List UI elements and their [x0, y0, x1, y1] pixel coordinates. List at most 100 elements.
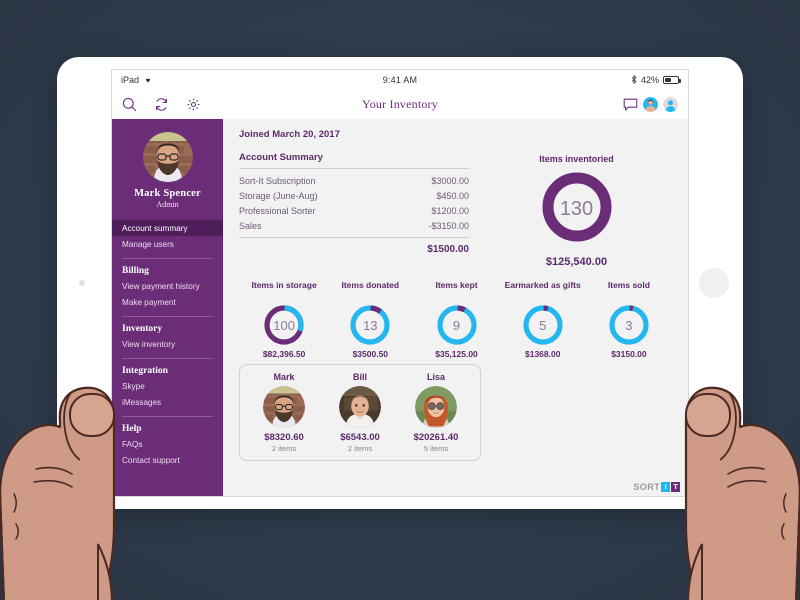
stat-items-in-storage[interactable]: Items in storage 100 $82,396.50: [241, 280, 327, 359]
user-items-count: 2 items: [347, 444, 373, 453]
sidebar-item-imessages[interactable]: iMessages: [122, 397, 162, 407]
user-avatar: [263, 386, 305, 428]
search-icon[interactable]: [122, 97, 137, 112]
summary-row-label: Professional Sorter: [239, 205, 316, 216]
summary-row: Sort-It Subscription $3000.00: [239, 173, 469, 188]
summary-row-label: Sales: [239, 221, 262, 232]
stat-value: 9: [452, 317, 461, 333]
sidebar-item-faqs[interactable]: FAQs: [122, 439, 143, 449]
sidebar-item-account-summary[interactable]: Account summary: [112, 220, 223, 236]
stat-amount: $1368.00: [524, 349, 561, 359]
user-card[interactable]: Lisa $20261.40 5 items: [398, 372, 474, 453]
logo-letter-t: T: [671, 482, 680, 492]
tablet-screen: iPad 9:41 AM 42%: [111, 69, 689, 497]
stat-amount: $82,396.50: [262, 349, 306, 359]
stat-label: Items kept: [435, 280, 478, 290]
summary-row-label: Sort-It Subscription: [239, 175, 316, 186]
bluetooth-icon: [631, 74, 637, 86]
sidebar-item-contact-support[interactable]: Contact support: [122, 455, 180, 465]
stat-donut: 5: [521, 303, 565, 347]
items-inventoried-value: 130: [559, 198, 594, 220]
items-inventoried-donut: 130: [538, 168, 616, 251]
joined-date: Joined March 20, 2017: [239, 129, 340, 140]
device-label: iPad: [121, 75, 140, 85]
stat-donut: 9: [435, 303, 479, 347]
user-amount: $20261.40: [413, 432, 459, 443]
stat-items-kept[interactable]: Items kept 9 $35,125.00: [413, 280, 499, 359]
page-title: Your Inventory: [362, 97, 438, 111]
stat-value: 13: [363, 317, 378, 333]
stat-items-sold[interactable]: Items sold 3 $3150.00: [586, 280, 672, 359]
stat-donut: 13: [348, 303, 392, 347]
user-items-count: 2 items: [271, 444, 297, 453]
sidebar-item-view-inventory[interactable]: View inventory: [122, 339, 176, 349]
summary-row-label: Storage (June-Aug): [239, 190, 318, 201]
stat-earmarked-as-gifts[interactable]: Earmarked as gifts 5 $1368.00: [500, 280, 586, 359]
stat-donut: 3: [607, 303, 651, 347]
users-panel: Mark $8320.60 2 items Bill $6543.00 2 items Li…: [239, 364, 481, 461]
user-name: Mark: [273, 372, 295, 382]
sidebar-divider: [122, 358, 213, 359]
status-bar: iPad 9:41 AM 42%: [112, 70, 688, 90]
stat-amount: $3500.50: [352, 349, 389, 359]
summary-row-value: -$3150.00: [428, 221, 469, 232]
summary-row: Professional Sorter $1200.00: [239, 203, 469, 218]
home-button[interactable]: [699, 268, 729, 298]
sidebar-item-manage-users[interactable]: Manage users: [122, 239, 174, 249]
summary-row-value: $1200.00: [431, 205, 469, 216]
camera-dot: [79, 280, 85, 286]
profile-avatar: [142, 132, 193, 182]
stat-items-donated[interactable]: Items donated 13 $3500.50: [327, 280, 413, 359]
account-summary-panel: Account Summary Sort-It Subscription $300…: [239, 152, 469, 268]
stat-label: Earmarked as gifts: [504, 280, 581, 290]
stat-label: Items donated: [341, 280, 400, 290]
sidebar-item-make-payment[interactable]: Make payment: [122, 297, 176, 307]
user-avatar: [415, 386, 457, 428]
clock: 9:41 AM: [382, 75, 418, 85]
user-items-count: 5 items: [423, 444, 449, 453]
user-card[interactable]: Mark $8320.60 2 items: [246, 372, 322, 453]
user-avatar: [339, 386, 381, 428]
user-amount: $6543.00: [340, 432, 380, 443]
stat-label: Items in storage: [251, 280, 317, 290]
user-name: Lisa: [426, 372, 445, 382]
app-toolbar: Your Inventory: [112, 90, 688, 119]
stat-value: 100: [273, 317, 295, 333]
main-content: Joined March 20, 2017 Account Summary So…: [223, 119, 688, 496]
avatar[interactable]: [663, 97, 678, 112]
user-card[interactable]: Bill $6543.00 2 items: [322, 372, 398, 453]
items-inventoried-label: Items inventoried: [539, 154, 614, 164]
summary-row-value: $3000.00: [431, 175, 469, 186]
sidebar-section-help: Help: [122, 424, 142, 434]
sidebar-divider: [122, 258, 213, 259]
profile-name: Mark Spencer: [134, 188, 201, 199]
brand-logo: SORT I T: [633, 482, 680, 492]
gear-icon[interactable]: [186, 97, 201, 112]
left-hand-illustration: [0, 294, 134, 600]
stat-label: Items sold: [607, 280, 650, 290]
sidebar-profile: Mark Spencer Admin: [112, 119, 223, 220]
sidebar-section-inventory: Inventory: [122, 324, 163, 334]
user-amount: $8320.60: [264, 432, 304, 443]
wifi-icon: [143, 75, 153, 85]
sidebar: Mark Spencer Admin Account summary Manage…: [112, 119, 223, 496]
right-hand-illustration: [666, 294, 800, 600]
sidebar-item-view-payment-history[interactable]: View payment history: [122, 281, 200, 291]
stat-amount: $3150.00: [611, 349, 647, 359]
logo-text: SORT: [633, 482, 660, 492]
tablet-device: iPad 9:41 AM 42%: [57, 57, 743, 509]
account-summary-title: Account Summary: [239, 152, 469, 169]
items-inventoried-amount: $125,540.00: [545, 256, 608, 268]
sidebar-section-billing: Billing: [122, 266, 149, 276]
refresh-icon[interactable]: [154, 97, 169, 112]
stat-value: 3: [625, 317, 633, 333]
chat-bubble-icon[interactable]: [623, 98, 638, 112]
profile-role: Admin: [156, 200, 179, 209]
logo-letter-i: I: [661, 482, 670, 492]
summary-row: Storage (June-Aug) $450.00: [239, 188, 469, 203]
battery-icon: [663, 76, 681, 84]
user-name: Bill: [352, 372, 367, 382]
sidebar-item-skype[interactable]: Skype: [122, 381, 145, 391]
avatar[interactable]: [643, 97, 658, 112]
sidebar-section-integration: Integration: [122, 366, 168, 376]
